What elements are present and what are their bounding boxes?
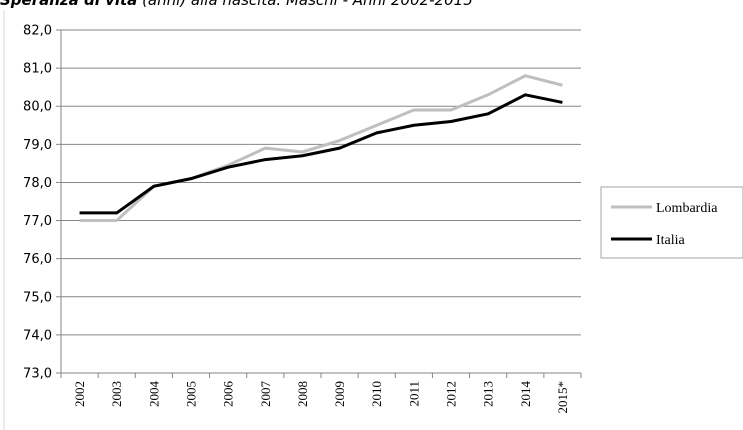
x-tick-label: 2002 <box>72 381 87 407</box>
chart-title-bold: Speranza di vita <box>0 0 138 9</box>
legend: Lombardia Italia <box>600 186 743 259</box>
x-tick-label: 2004 <box>146 381 161 408</box>
legend-label-lombardia: Lombardia <box>656 201 718 216</box>
legend-label-italia: Italia <box>656 233 686 248</box>
y-tick-label: 79,0 <box>23 138 52 153</box>
x-tick-label: 2006 <box>221 381 236 408</box>
series-line-italia <box>79 93 563 215</box>
legend-box <box>600 186 743 259</box>
chart-title-rest: (anni) alla nascita. Maschi - Anni 2002-… <box>137 0 473 9</box>
x-tick-label: 2008 <box>295 381 310 407</box>
gridlines <box>61 29 581 336</box>
y-tick-label: 73,0 <box>23 367 52 382</box>
series-line-lombardia <box>79 74 563 223</box>
y-tick-label: 77,0 <box>23 214 52 229</box>
axes <box>56 29 582 378</box>
x-tick-label: 2007 <box>258 381 273 408</box>
x-tick-label: 2009 <box>332 381 347 407</box>
y-tick-label: 76,0 <box>23 252 52 267</box>
x-tick-label: 2013 <box>481 381 496 407</box>
x-tick-label: 2003 <box>109 381 124 407</box>
y-tick-label: 78,0 <box>23 176 52 191</box>
chart-title: Speranza di vita (anni) alla nascita. Ma… <box>0 0 743 11</box>
x-tick-label: 2005 <box>184 381 199 407</box>
x-tick-label: 2014 <box>518 381 533 408</box>
x-tick-label: 2012 <box>444 381 459 407</box>
x-tick-labels: 2002 2003 2004 2005 2006 2007 2008 2009 2010 2011… <box>72 381 570 414</box>
x-tick-label: 2011 <box>406 381 421 407</box>
y-tick-labels: 73,0 74,0 75,0 76,0 77,0 78,0 79,0 80,0 81,0 82,0 <box>23 24 52 382</box>
y-tick-label: 82,0 <box>23 24 52 39</box>
x-tick-label: 2010 <box>369 381 384 407</box>
series-lines <box>79 74 563 223</box>
y-tick-label: 74,0 <box>23 328 52 343</box>
x-tick-label: 2015* <box>555 381 570 414</box>
y-tick-label: 75,0 <box>23 290 52 305</box>
y-tick-label: 80,0 <box>23 100 52 115</box>
y-tick-label: 81,0 <box>23 62 52 77</box>
